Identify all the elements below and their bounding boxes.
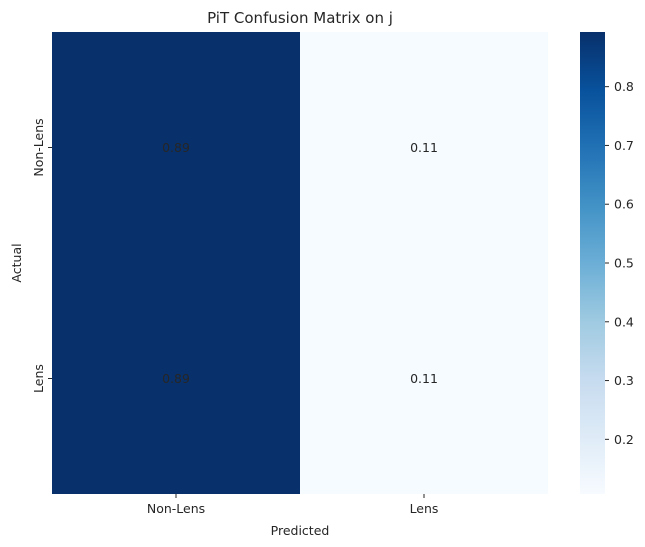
colorbar-tick-label: 0.2 [614,432,634,447]
y-tick-label: Lens [31,364,46,393]
colorbar-tick-label: 0.4 [614,314,634,329]
colorbar-ticks: 0.2 0.3 0.4 0.5 0.6 0.7 0.8 [605,79,634,447]
cell-value-label: 0.11 [410,371,438,386]
x-tick-label: Non-Lens [147,501,205,516]
chart-title: PiT Confusion Matrix on j [207,9,393,27]
cell-value-label: 0.89 [162,140,190,155]
colorbar-tick-label: 0.8 [614,79,634,94]
y-tick-label: Non-Lens [31,118,46,176]
heatmap-cell [52,263,300,494]
colorbar-tick-label: 0.5 [614,256,634,271]
x-tick-label: Lens [410,501,439,516]
y-axis-label: Actual [9,243,24,282]
cell-value-label: 0.89 [162,371,190,386]
cell-value-label: 0.11 [410,140,438,155]
heatmap-cell [300,32,548,263]
colorbar-tick-label: 0.6 [614,197,634,212]
colorbar-tick-label: 0.3 [614,373,634,388]
colorbar [580,32,605,494]
colorbar-tick-label: 0.7 [614,138,634,153]
x-axis-ticks: Non-Lens Lens [147,494,439,516]
heatmap-cells [52,32,548,494]
heatmap-cell [52,32,300,263]
heatmap-cell-labels: 0.89 0.11 0.89 0.11 [162,140,438,386]
x-axis-label: Predicted [271,523,330,538]
heatmap-cell [300,263,548,494]
y-axis-ticks: Non-Lens Lens [31,118,52,393]
